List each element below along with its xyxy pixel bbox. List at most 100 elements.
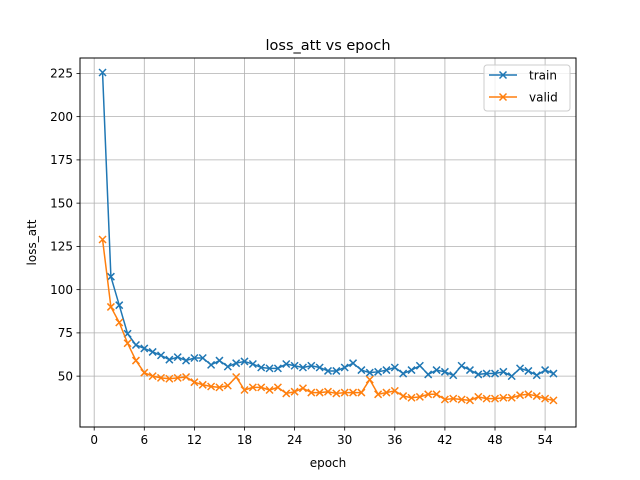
train-point [307,361,316,370]
valid-point [165,374,174,383]
valid-point [123,339,132,348]
train-point [273,364,282,373]
train-point [374,367,383,376]
valid-point [173,373,182,382]
train-point [182,356,191,365]
train-point [148,347,157,356]
train-point [382,366,391,375]
legend-marker-valid [498,92,508,102]
train-point [131,340,140,350]
series-group [98,68,558,405]
valid-point [140,368,149,377]
y-tick-label: 200 [50,110,73,124]
train-point [490,369,500,378]
valid-point [449,394,458,403]
train-point [507,372,516,381]
train-point [541,366,550,375]
y-tick-label: 225 [50,67,73,81]
valid-point [265,385,274,395]
valid-point [440,395,449,404]
valid-point [507,393,516,402]
train-point [449,371,458,380]
y-tick-label: 150 [50,196,73,210]
train-point [198,353,207,363]
x-tick-label: 48 [487,433,502,447]
train-point [424,370,433,379]
valid-point [524,390,533,399]
train-point [499,367,508,376]
valid-point [190,378,199,387]
train-point [340,363,349,372]
train-point [265,364,274,373]
chart-title: loss_att vs epoch [265,38,390,54]
train-point [165,355,174,364]
valid-point [131,356,140,365]
valid-point [182,372,191,382]
valid-point [499,393,508,402]
train-point [465,366,474,375]
train-point [549,369,558,378]
train-point [282,359,291,369]
valid-point [273,383,282,392]
valid-point [474,392,483,401]
valid-point [490,394,500,403]
valid-point [541,394,550,403]
plot-frame [79,57,577,428]
valid-point [248,383,257,392]
valid-point [382,388,391,397]
legend-label-train: train [529,68,557,82]
train-point [516,364,525,373]
train-point [349,359,358,368]
train-point [440,367,449,376]
valid-point [257,383,266,392]
train-point [415,361,424,370]
valid-point [532,392,541,401]
valid-point [215,383,224,392]
train-point [98,68,107,77]
y-tick-label: 175 [50,153,73,167]
train-point [290,361,299,370]
y-tick-label: 100 [50,283,73,297]
train-point [115,301,124,310]
train-point [215,356,224,365]
y-tick-label: 75 [58,326,73,340]
x-tick-label: 30 [337,433,352,447]
valid-point [432,390,441,399]
valid-point [390,386,399,395]
valid-point [207,382,216,391]
valid-point [424,390,433,399]
valid-point [115,318,124,327]
valid-point [465,396,474,405]
valid-point [374,390,383,399]
x-tick-label: 54 [537,433,552,447]
train-point [140,344,149,353]
train-point [407,366,416,375]
train-point [298,363,307,372]
valid-point [148,372,157,381]
train-point [173,353,182,362]
valid-point [365,375,374,384]
valid-point [315,388,324,397]
train-point [257,363,266,372]
valid-point [357,388,366,397]
x-tick-label: 36 [387,433,402,447]
train-point [223,362,232,371]
train-point [399,369,408,378]
train-point [232,359,241,368]
train-point [457,361,466,370]
x-tick-label: 24 [287,433,302,447]
valid-point [98,235,107,244]
valid-point [482,394,491,403]
legend-marker-train [498,70,508,80]
y-axis: 50 75 100 125 150 175 200 225 [50,67,80,383]
valid-point [156,373,166,382]
x-axis-label: epoch [310,456,347,470]
legend-label-valid: valid [529,90,558,104]
valid-point [399,392,408,401]
train-point [432,366,441,375]
valid-point [415,392,424,401]
series-train [98,68,558,381]
y-tick-label: 125 [50,240,73,254]
train-point [482,369,491,378]
